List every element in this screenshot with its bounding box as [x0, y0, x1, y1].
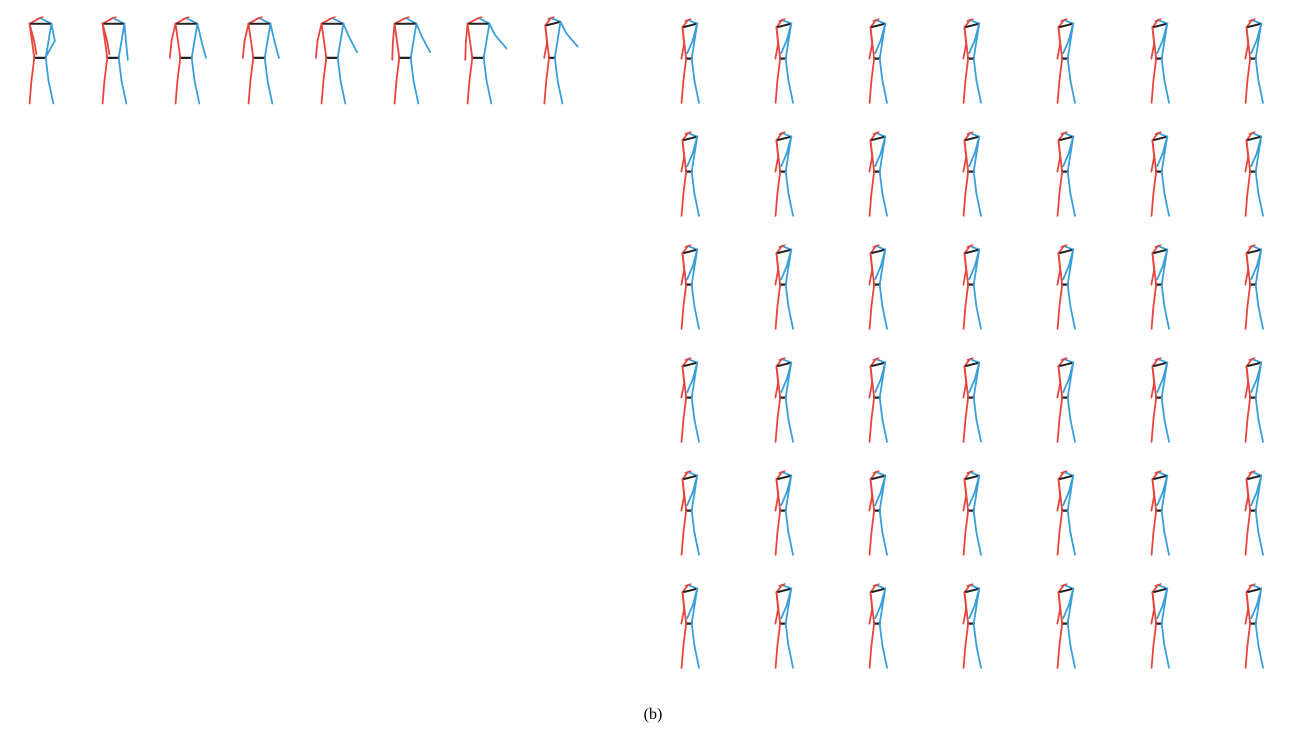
subfigure-caption: (b): [643, 706, 663, 723]
history-skeleton: [314, 16, 358, 105]
prediction-skeleton: [962, 470, 982, 556]
prediction-skeleton: [1056, 470, 1076, 556]
prediction-skeleton: [1056, 583, 1076, 669]
prediction-skeleton: [1150, 357, 1170, 443]
prediction-skeleton: [868, 131, 888, 217]
prediction-skeleton: [680, 583, 700, 669]
prediction-skeleton: [1150, 470, 1170, 556]
prediction-skeleton: [868, 244, 888, 330]
prediction-skeleton: [680, 18, 700, 104]
prediction-skeleton: [1150, 131, 1170, 217]
prediction-skeleton: [680, 470, 700, 556]
prediction-skeleton: [1150, 583, 1170, 669]
prediction-skeleton: [680, 357, 700, 443]
prediction-skeleton: [962, 131, 982, 217]
prediction-skeleton: [680, 131, 700, 217]
prediction-skeleton: [868, 583, 888, 669]
prediction-skeleton: [962, 357, 982, 443]
prediction-skeleton: [1150, 244, 1170, 330]
prediction-skeleton: [962, 18, 982, 104]
history-skeleton: [168, 16, 207, 105]
prediction-skeleton: [1150, 18, 1170, 104]
history-skeleton: [241, 16, 280, 105]
history-skeleton: [543, 16, 579, 105]
prediction-skeleton: [774, 244, 794, 330]
prediction-skeleton: [868, 470, 888, 556]
prediction-skeleton: [774, 18, 794, 104]
prediction-skeleton: [868, 18, 888, 104]
prediction-skeleton: [868, 357, 888, 443]
prediction-skeleton: [962, 244, 982, 330]
history-skeleton: [464, 16, 508, 105]
history-skeleton: [101, 16, 129, 105]
prediction-skeleton: [680, 244, 700, 330]
prediction-skeleton: [1244, 583, 1264, 669]
history-skeleton: [391, 16, 431, 105]
prediction-skeleton: [1056, 357, 1076, 443]
prediction-skeleton: [1244, 244, 1264, 330]
history-skeleton: [28, 16, 56, 105]
prediction-skeleton: [774, 131, 794, 217]
prediction-skeleton: [1056, 131, 1076, 217]
prediction-skeleton: [1244, 470, 1264, 556]
prediction-skeleton: [774, 357, 794, 443]
prediction-skeleton: [1244, 131, 1264, 217]
prediction-skeleton: [1056, 18, 1076, 104]
history-sequence-panel: [28, 16, 579, 105]
prediction-skeleton: [774, 583, 794, 669]
prediction-skeleton: [962, 583, 982, 669]
prediction-skeleton: [1244, 357, 1264, 443]
prediction-skeleton: [1056, 244, 1076, 330]
prediction-skeleton: [774, 470, 794, 556]
prediction-skeleton: [1244, 18, 1264, 104]
prediction-grid-panel: [680, 18, 1264, 669]
